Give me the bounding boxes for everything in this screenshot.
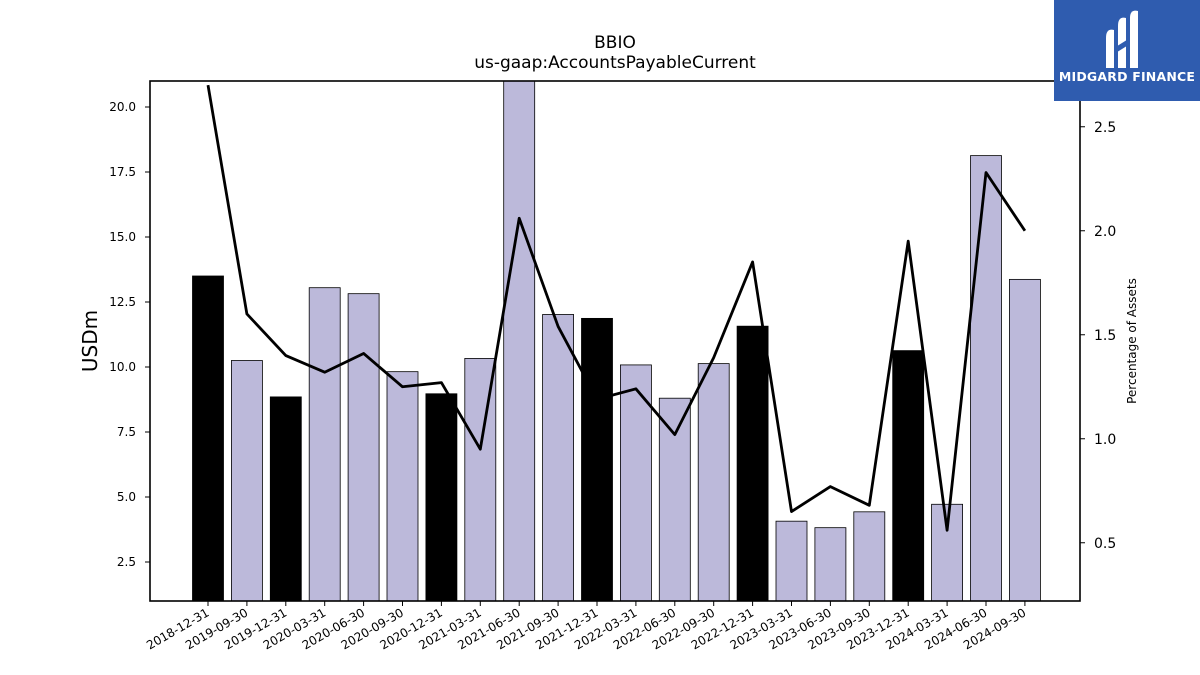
bar-2024-06-30 <box>970 155 1002 602</box>
y-tick-label: 10.0 <box>109 360 136 374</box>
bar-2022-09-30 <box>697 363 730 602</box>
bar-2021-03-31 <box>464 358 497 602</box>
midgard-logo-icon <box>1106 10 1138 68</box>
bar-2019-12-31 <box>269 396 302 602</box>
bar-2022-06-30 <box>658 397 691 602</box>
bar-2020-09-30 <box>386 371 419 602</box>
bar-2021-12-31 <box>581 317 613 602</box>
y2-tick-label: 1.5 <box>1094 328 1116 344</box>
brand-logo: MIDGARD FINANCE <box>1054 0 1200 101</box>
y2-axis-label: Percentage of Assets <box>1125 278 1139 404</box>
chart-title: BBIO <box>594 33 636 53</box>
brand-name: MIDGARD FINANCE <box>1058 69 1196 84</box>
y2-tick-label: 0.5 <box>1094 536 1116 552</box>
pct-assets-line <box>206 84 1027 532</box>
y-tick-label: 20.0 <box>109 100 136 114</box>
bar-2020-12-31 <box>425 393 458 602</box>
line-series <box>206 84 1027 532</box>
y2-tick-label: 2.5 <box>1094 120 1116 136</box>
bar-2018-12-31 <box>192 275 224 602</box>
bar-2019-09-30 <box>230 360 263 602</box>
bar-2023-12-31 <box>892 350 925 602</box>
bar-2022-03-31 <box>620 364 652 602</box>
y-tick-label: 17.5 <box>109 165 136 179</box>
bar-2022-12-31 <box>736 325 769 602</box>
plot-frame <box>149 80 1081 602</box>
bar-2021-06-30 <box>503 80 536 602</box>
y-tick-label: 5.0 <box>117 490 136 504</box>
y-tick-label: 2.5 <box>117 555 136 569</box>
y-axis-label: USDm <box>78 310 102 372</box>
bar-2023-03-31 <box>775 520 808 602</box>
bar-2020-03-31 <box>308 287 341 602</box>
y-tick-label: 7.5 <box>117 425 136 439</box>
bar-2023-09-30 <box>853 511 886 602</box>
bar-2024-09-30 <box>1009 278 1041 602</box>
y2-tick-label: 2.0 <box>1094 224 1116 240</box>
bar-series <box>192 80 1041 602</box>
y-tick-label: 15.0 <box>109 230 136 244</box>
chart-subtitle: us-gaap:AccountsPayableCurrent <box>474 53 756 73</box>
bar-2023-06-30 <box>814 527 847 602</box>
y2-tick-label: 1.0 <box>1094 432 1116 448</box>
y-tick-label: 12.5 <box>109 295 136 309</box>
bar-2021-09-30 <box>542 314 574 602</box>
bar-2020-06-30 <box>347 293 380 602</box>
